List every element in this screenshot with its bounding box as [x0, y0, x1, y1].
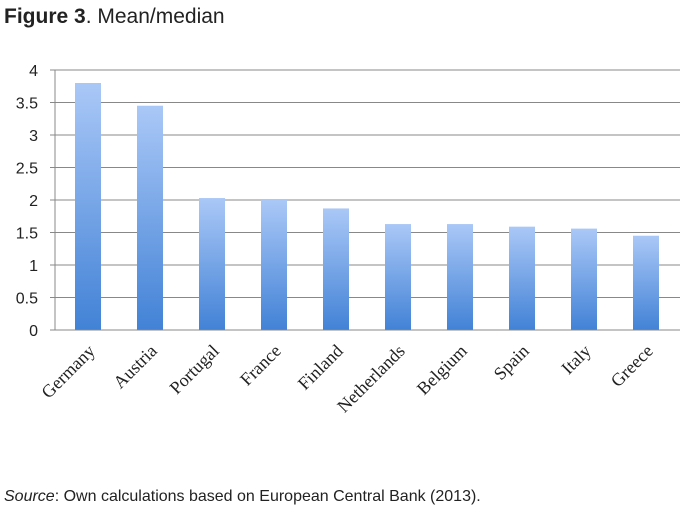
- y-tick-label: 1: [29, 258, 38, 275]
- bar-finland: [323, 208, 349, 330]
- y-tick-label: 0: [29, 323, 38, 340]
- x-category-label: Greece: [607, 341, 657, 391]
- bar-spain: [509, 226, 535, 330]
- bar-netherlands: [385, 224, 411, 330]
- figure-title-text: . Mean/median: [85, 5, 225, 28]
- x-category-label: Spain: [490, 341, 533, 384]
- y-tick-label: 3.5: [16, 96, 38, 113]
- bar-chart: 0 0.5 1 1.5 2 2.5 3 3.5 4 Germany Austria Portugal…: [16, 63, 680, 417]
- y-tick-label: 4: [29, 63, 38, 80]
- bars: [75, 83, 659, 330]
- source-label: Source: [4, 488, 55, 505]
- x-category-label: Germany: [37, 341, 99, 403]
- y-tick-label: 2.5: [16, 161, 38, 178]
- figure-title: Figure 3. Mean/median: [4, 4, 225, 30]
- bar-france: [261, 200, 287, 330]
- source-note: Source: Own calculations based on Europe…: [4, 487, 481, 507]
- x-axis-labels: Germany Austria Portugal France FinlandNethe…: [37, 341, 657, 417]
- bar-germany: [75, 83, 101, 330]
- y-axis-ticks: 0 0.5 1 1.5 2 2.5 3 3.5 4: [16, 63, 38, 340]
- source-text: : Own calculations based on European Cen…: [54, 488, 481, 505]
- bar-portugal: [199, 198, 225, 330]
- axes: [50, 69, 680, 331]
- bar-austria: [137, 105, 163, 330]
- x-category-label: Finland: [294, 341, 347, 394]
- y-tick-label: 3: [29, 128, 38, 145]
- x-category-label: Portugal: [166, 341, 223, 398]
- x-category-label: Italy: [557, 341, 594, 378]
- y-tick-label: 1.5: [16, 226, 38, 243]
- x-category-label: Netherlands: [333, 341, 409, 417]
- x-category-label: Austria: [109, 341, 161, 393]
- y-tick-label: 0.5: [16, 291, 38, 308]
- x-category-label: France: [236, 341, 285, 390]
- figure-label: Figure 3: [4, 5, 86, 28]
- bar-greece: [633, 235, 659, 330]
- bar-italy: [571, 228, 597, 330]
- bar-belgium: [447, 224, 473, 330]
- x-category-label: Belgium: [413, 341, 471, 399]
- y-tick-label: 2: [29, 193, 38, 210]
